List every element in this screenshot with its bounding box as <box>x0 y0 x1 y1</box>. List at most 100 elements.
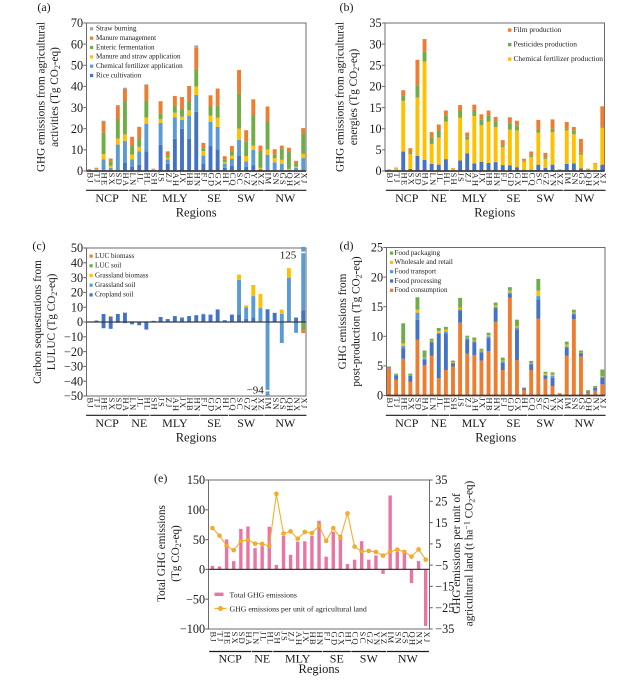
svg-text:30: 30 <box>369 37 381 51</box>
svg-text:20: 20 <box>71 286 83 300</box>
svg-text:SW: SW <box>536 191 555 205</box>
svg-text:50: 50 <box>193 533 205 547</box>
svg-text:XJ: XJ <box>598 173 608 185</box>
svg-text:SE: SE <box>207 191 221 205</box>
svg-text:MLY: MLY <box>162 416 188 430</box>
svg-text:20: 20 <box>71 122 83 136</box>
svg-text:GHG emissions per unit of agri: GHG emissions per unit of agricultural l… <box>230 605 367 614</box>
svg-text:Regions: Regions <box>299 662 340 676</box>
svg-text:50: 50 <box>71 59 83 73</box>
svg-text:Enteric fermentation: Enteric fermentation <box>96 43 155 51</box>
svg-text:XJ: XJ <box>299 173 309 185</box>
svg-text:NW: NW <box>275 191 296 205</box>
svg-text:Regions: Regions <box>176 206 217 220</box>
svg-text:10: 10 <box>371 330 383 344</box>
svg-text:energies (Tg CO2-eq): energies (Tg CO2-eq) <box>348 49 361 146</box>
svg-text:NCP: NCP <box>395 191 419 205</box>
svg-text:NW: NW <box>275 416 296 430</box>
svg-text:15: 15 <box>369 101 381 115</box>
svg-text:Carbon sequestrations from: Carbon sequestrations from <box>32 260 44 384</box>
svg-text:NCP: NCP <box>95 416 119 430</box>
svg-text:−94: −94 <box>247 384 265 396</box>
svg-text:−30: −30 <box>64 360 83 374</box>
svg-text:Food packaging: Food packaging <box>395 249 441 257</box>
svg-text:NE: NE <box>431 191 447 205</box>
svg-text:NW: NW <box>575 191 596 205</box>
svg-text:Total GHG emissions: Total GHG emissions <box>230 591 297 600</box>
svg-text:Food transport: Food transport <box>395 268 437 276</box>
svg-text:activities (Tg CO2-eq): activities (Tg CO2-eq) <box>49 47 62 147</box>
svg-text:5: 5 <box>377 359 383 373</box>
svg-text:NE: NE <box>254 651 270 665</box>
svg-text:MLY: MLY <box>462 416 488 430</box>
svg-text:Chemical fertilizer production: Chemical fertilizer production <box>514 54 604 63</box>
svg-text:35: 35 <box>435 473 447 487</box>
svg-text:10: 10 <box>369 122 381 136</box>
svg-text:Cropland soil: Cropland soil <box>95 291 133 299</box>
svg-text:−35: −35 <box>435 622 454 636</box>
svg-text:−10: −10 <box>64 330 83 344</box>
svg-text:XJ: XJ <box>598 398 608 410</box>
svg-text:100: 100 <box>187 503 205 517</box>
svg-text:50: 50 <box>71 241 83 255</box>
svg-text:0: 0 <box>376 164 382 178</box>
svg-text:Grassland soil: Grassland soil <box>95 281 135 289</box>
svg-text:XJ: XJ <box>299 398 309 410</box>
svg-text:35: 35 <box>369 16 381 30</box>
svg-text:25: 25 <box>435 495 447 509</box>
svg-text:Wholesale and retail: Wholesale and retail <box>395 258 453 266</box>
svg-text:−50: −50 <box>186 592 205 606</box>
svg-text:GHG emissions from agricultura: GHG emissions from agricultural <box>36 22 48 172</box>
svg-text:LUC soil: LUC soil <box>95 262 121 270</box>
svg-text:SE: SE <box>506 416 520 430</box>
svg-text:15: 15 <box>371 300 383 314</box>
svg-text:NW: NW <box>575 416 596 430</box>
svg-text:NE: NE <box>431 416 447 430</box>
svg-text:LUC biomass: LUC biomass <box>95 252 134 260</box>
svg-text:XJ: XJ <box>422 632 432 644</box>
svg-text:60: 60 <box>71 37 83 51</box>
svg-text:−40: −40 <box>64 374 83 388</box>
svg-text:−100: −100 <box>180 622 205 636</box>
svg-text:40: 40 <box>71 80 83 94</box>
svg-text:MLY: MLY <box>162 191 188 205</box>
svg-text:SW: SW <box>360 651 379 665</box>
svg-text:Chemical fertilizer applicatio: Chemical fertilizer application <box>96 62 183 70</box>
svg-text:10: 10 <box>71 143 83 157</box>
svg-text:Film production: Film production <box>514 25 562 34</box>
svg-text:SE: SE <box>207 416 221 430</box>
svg-text:125: 125 <box>280 250 297 262</box>
svg-text:0: 0 <box>377 389 383 403</box>
svg-text:SW: SW <box>536 416 555 430</box>
svg-text:NCP: NCP <box>95 191 119 205</box>
svg-text:SE: SE <box>506 191 520 205</box>
svg-text:Food processing: Food processing <box>395 277 442 285</box>
svg-text:SW: SW <box>237 191 256 205</box>
svg-text:−5: −5 <box>435 558 448 572</box>
svg-text:(e): (e) <box>154 471 167 485</box>
svg-text:NW: NW <box>398 651 419 665</box>
svg-text:10: 10 <box>71 300 83 314</box>
svg-text:MLY: MLY <box>462 191 488 205</box>
svg-text:0: 0 <box>199 563 205 577</box>
svg-text:30: 30 <box>71 271 83 285</box>
svg-text:25: 25 <box>369 59 381 73</box>
svg-text:0: 0 <box>77 315 83 329</box>
svg-text:5: 5 <box>435 537 441 551</box>
svg-text:Rice cultivation: Rice cultivation <box>96 71 142 79</box>
svg-text:GHG emissions per unit of: GHG emissions per unit of <box>451 493 463 614</box>
svg-text:−50: −50 <box>64 389 83 403</box>
svg-text:NCP: NCP <box>395 416 419 430</box>
svg-text:15: 15 <box>435 516 447 530</box>
svg-text:Grassland biomass: Grassland biomass <box>95 271 149 279</box>
svg-text:GHG emissions from agricultura: GHG emissions from agricultural <box>335 22 347 172</box>
svg-text:−20: −20 <box>64 345 83 359</box>
svg-text:Total GHG emissions: Total GHG emissions <box>156 505 168 602</box>
svg-text:LULUC (Tg CO2-eq): LULUC (Tg CO2-eq) <box>46 273 59 370</box>
svg-text:150: 150 <box>187 473 205 487</box>
svg-text:Manure management: Manure management <box>96 34 156 42</box>
svg-text:Manure and straw application: Manure and straw application <box>96 53 181 61</box>
svg-text:SW: SW <box>237 416 256 430</box>
svg-text:GHG emissions from: GHG emissions from <box>337 273 349 369</box>
svg-text:Regions: Regions <box>474 206 515 220</box>
